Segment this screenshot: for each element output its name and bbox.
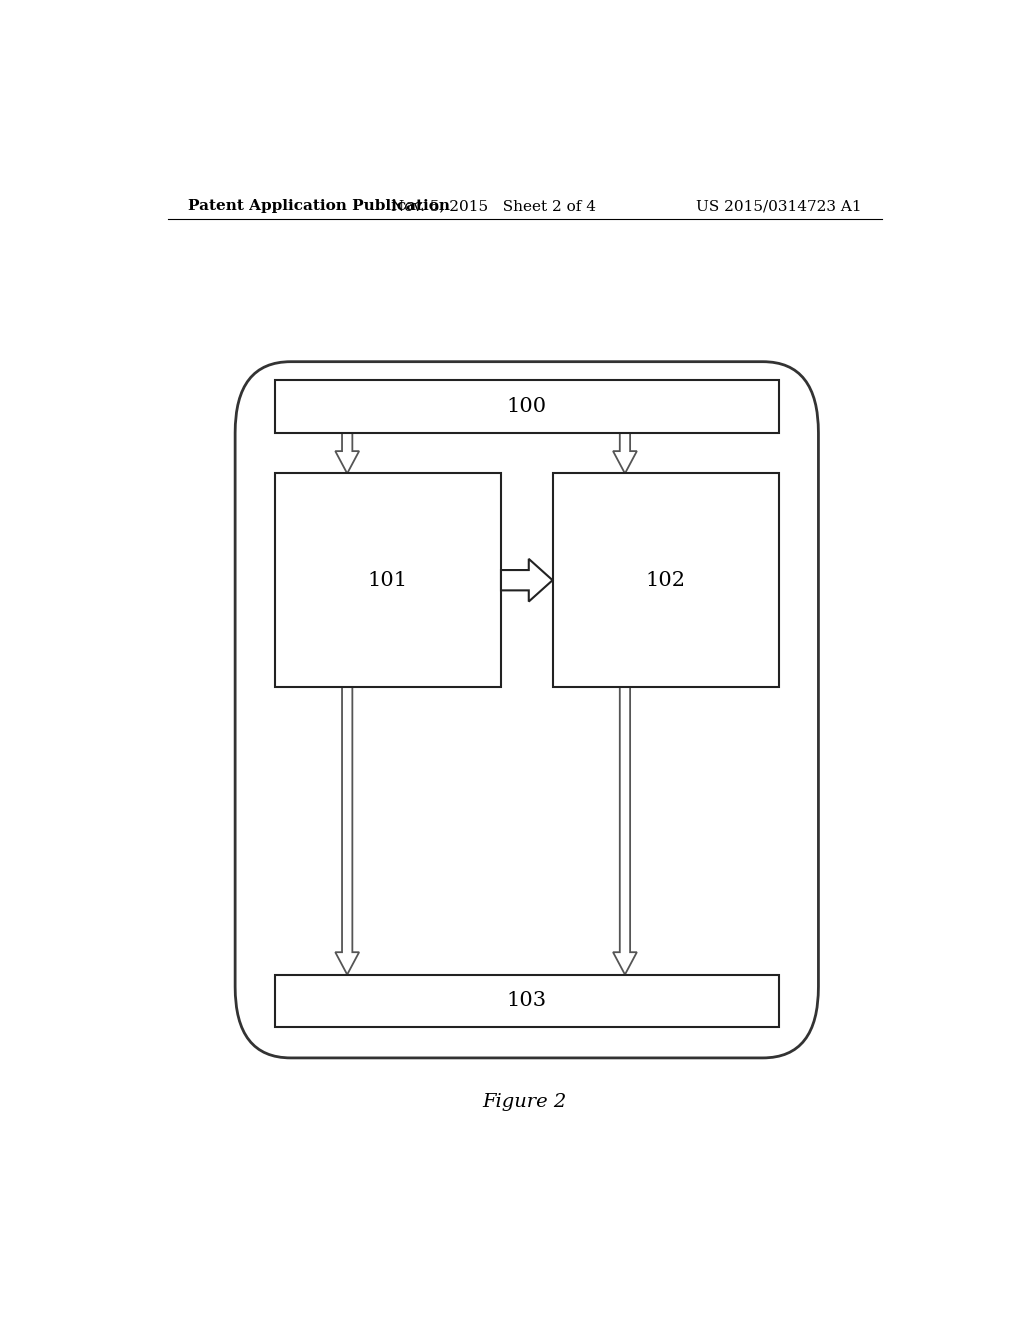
Bar <box>274 380 779 433</box>
Bar <box>274 974 779 1027</box>
Polygon shape <box>613 686 637 974</box>
FancyBboxPatch shape <box>236 362 818 1057</box>
Text: Figure 2: Figure 2 <box>482 1093 567 1110</box>
Text: 102: 102 <box>646 570 686 590</box>
Bar <box>274 474 501 686</box>
Bar <box>553 474 779 686</box>
Text: 101: 101 <box>368 570 408 590</box>
Polygon shape <box>335 686 359 974</box>
Text: US 2015/0314723 A1: US 2015/0314723 A1 <box>696 199 862 213</box>
Text: 103: 103 <box>507 991 547 1011</box>
Text: 100: 100 <box>507 397 547 416</box>
Polygon shape <box>501 558 553 602</box>
Polygon shape <box>335 433 359 474</box>
Text: Patent Application Publication: Patent Application Publication <box>187 199 450 213</box>
Text: Nov. 5, 2015   Sheet 2 of 4: Nov. 5, 2015 Sheet 2 of 4 <box>390 199 596 213</box>
Polygon shape <box>613 433 637 474</box>
